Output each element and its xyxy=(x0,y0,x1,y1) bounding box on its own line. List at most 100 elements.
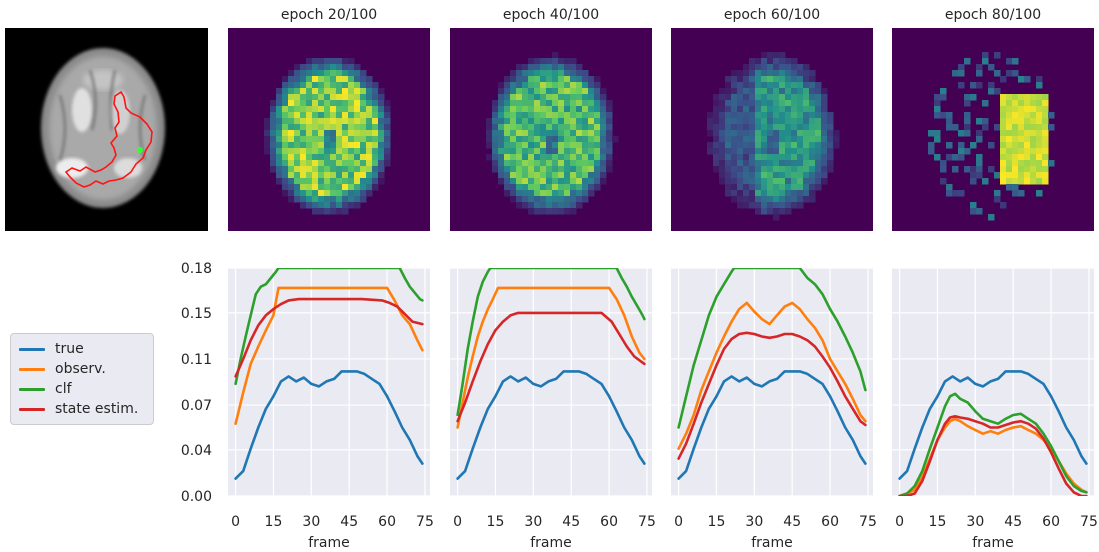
heatmap-cell xyxy=(312,82,319,89)
heatmap-cell xyxy=(773,166,780,173)
heatmap-cell xyxy=(803,100,810,107)
heatmap-cell xyxy=(725,160,732,167)
heatmap-cell xyxy=(558,94,565,101)
heatmap-cell xyxy=(582,82,589,89)
heatmap-cell xyxy=(755,106,762,113)
heatmap-cell xyxy=(312,70,319,77)
heatmap-cell xyxy=(755,208,762,215)
heatmap-cell xyxy=(300,112,307,119)
heatmap-cell xyxy=(270,142,277,149)
heatmap-cell xyxy=(1036,106,1043,113)
heatmap-cell xyxy=(803,88,810,95)
heatmap-cell xyxy=(773,52,780,59)
heatmap-cell xyxy=(743,130,750,137)
heatmap-cell xyxy=(982,118,989,125)
heatmap-cell xyxy=(588,94,595,101)
heatmap-cell xyxy=(306,160,313,167)
heatmap-cell xyxy=(815,184,822,191)
heatmap-cell xyxy=(324,148,331,155)
heatmap-cell xyxy=(1036,76,1043,83)
heatmap-cell xyxy=(773,136,780,143)
heatmap-cell xyxy=(773,208,780,215)
heatmap-cell xyxy=(570,94,577,101)
heatmap-cell xyxy=(570,124,577,131)
heatmap-cell xyxy=(522,148,529,155)
heatmap-cell xyxy=(737,196,744,203)
heatmap-cell xyxy=(276,118,283,125)
heatmap-cell xyxy=(522,142,529,149)
heatmap-cell xyxy=(791,166,798,173)
heatmap-cell xyxy=(354,70,361,77)
heatmap-cell xyxy=(958,130,965,137)
heatmap-cell xyxy=(540,202,547,209)
heatmap-cell xyxy=(366,178,373,185)
heatmap-cell xyxy=(318,88,325,95)
heatmap-cell xyxy=(360,172,367,179)
heatmap-cell xyxy=(749,112,756,119)
heatmap-cell xyxy=(767,64,774,71)
legend-item-observ: observ. xyxy=(19,359,145,379)
heatmap-cell xyxy=(809,166,816,173)
heatmap-cell xyxy=(821,136,828,143)
heatmap-cell xyxy=(372,94,379,101)
heatmap-cell xyxy=(1042,148,1049,155)
heatmap-cell xyxy=(354,76,361,83)
heatmap-cell xyxy=(1000,166,1007,173)
heatmap-cell xyxy=(713,106,720,113)
heatmap-cell xyxy=(606,130,613,137)
heatmap-cell xyxy=(564,88,571,95)
heatmap-cell xyxy=(833,130,840,137)
heatmap-cell xyxy=(821,154,828,161)
heatmap-cell xyxy=(731,154,738,161)
heatmap-cell xyxy=(324,124,331,131)
heatmap-cell xyxy=(492,148,499,155)
heatmap-cell xyxy=(785,196,792,203)
heatmap-cell xyxy=(1030,112,1037,119)
heatmap-cell xyxy=(342,100,349,107)
heatmap-cell xyxy=(294,118,301,125)
heatmap-cell xyxy=(761,64,768,71)
heatmap-cell xyxy=(773,184,780,191)
heatmap-cell xyxy=(372,172,379,179)
heatmap-cell xyxy=(366,106,373,113)
heatmap-cell xyxy=(809,172,816,179)
heatmap-cell xyxy=(791,94,798,101)
heatmap-cell xyxy=(725,118,732,125)
heatmap-cell xyxy=(785,112,792,119)
heatmap-cell xyxy=(330,208,337,215)
heatmap-cell xyxy=(809,70,816,77)
heatmap-cell xyxy=(785,136,792,143)
heatmap-cell xyxy=(600,136,607,143)
heatmap-cell xyxy=(528,178,535,185)
x-tick-label: 30 xyxy=(966,514,984,530)
heatmap-cell xyxy=(1042,100,1049,107)
heatmap-cell xyxy=(803,196,810,203)
heatmap-cell xyxy=(534,88,541,95)
heatmap-cell xyxy=(803,124,810,131)
heatmap-cell xyxy=(749,100,756,107)
heatmap-cell xyxy=(964,130,971,137)
heatmap-cell xyxy=(336,112,343,119)
heatmap-cell xyxy=(743,106,750,113)
heatmap-cell xyxy=(731,124,738,131)
heatmap-cell xyxy=(588,82,595,89)
heatmap-cell xyxy=(1018,190,1025,197)
heatmap-cell xyxy=(755,112,762,119)
heatmap-cell xyxy=(564,184,571,191)
heatmap-cell xyxy=(564,172,571,179)
heatmap-cell xyxy=(755,64,762,71)
heatmap-cell xyxy=(791,64,798,71)
heatmap-cell xyxy=(546,172,553,179)
heatmap-cell xyxy=(576,136,583,143)
heatmap-cell xyxy=(552,106,559,113)
heatmap-cell xyxy=(306,172,313,179)
heatmap-cell xyxy=(570,142,577,149)
heatmap-cell xyxy=(552,172,559,179)
heatmap-cell xyxy=(749,64,756,71)
heatmap-cell xyxy=(288,82,295,89)
heatmap-cell xyxy=(282,190,289,197)
heatmap-cell xyxy=(1012,136,1019,143)
heatmap-cell xyxy=(348,58,355,65)
heatmap-cell xyxy=(958,82,965,89)
